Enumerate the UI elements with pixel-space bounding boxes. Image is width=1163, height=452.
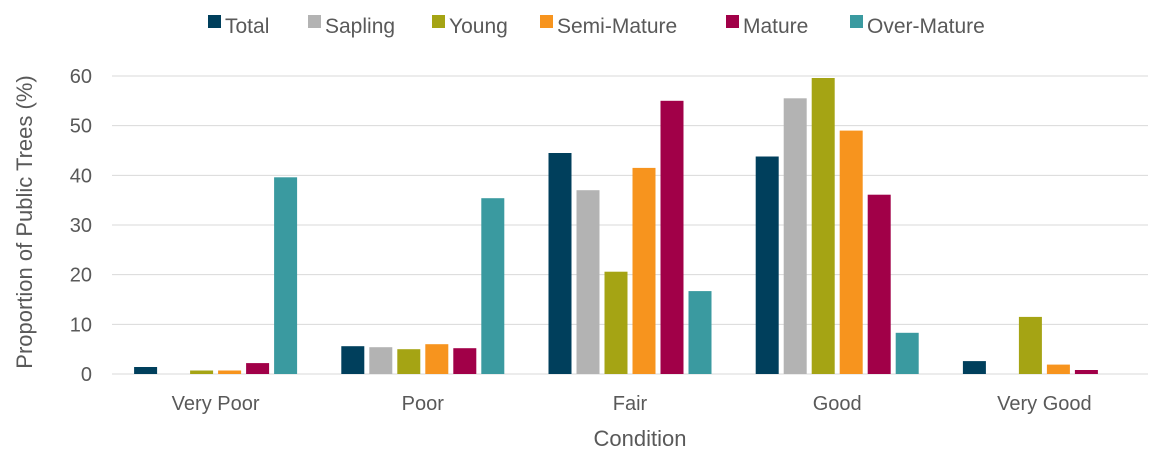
y-tick-label: 20 [70, 265, 92, 287]
legend-swatch [540, 15, 553, 28]
gridlines [112, 75, 1148, 375]
bar-mature-very-good [1074, 370, 1098, 374]
legend-label: Young [449, 15, 508, 38]
bars [134, 78, 1098, 375]
bar-young-very-good [1018, 316, 1042, 374]
bar-total-fair [548, 153, 572, 374]
bar-young-good [811, 78, 835, 374]
legend-swatch [726, 15, 739, 28]
bar-young-fair [604, 271, 628, 374]
bar-young-very-poor [190, 370, 214, 374]
bar-sapling-fair [576, 190, 600, 374]
bar-total-poor [341, 346, 365, 374]
y-tick-label: 30 [70, 215, 92, 237]
bar-semi-mature-good [839, 130, 863, 374]
bar-over-mature-poor [481, 198, 505, 374]
x-axis-title: Condition [594, 426, 687, 451]
bar-semi-mature-very-poor [218, 370, 242, 374]
x-axis-categories: Very Poor Poor Fair Good Very Good [172, 393, 1092, 415]
bar-total-good [755, 156, 779, 374]
bar-semi-mature-very-good [1046, 364, 1070, 374]
legend-swatch [432, 15, 445, 28]
legend-label: Mature [743, 15, 808, 38]
x-category-label: Good [813, 393, 862, 415]
bar-mature-very-poor [246, 363, 270, 374]
bar-total-very-poor [134, 367, 158, 374]
x-category-label: Very Good [997, 393, 1092, 415]
legend-label: Sapling [325, 15, 395, 38]
y-tick-label: 40 [70, 165, 92, 187]
y-axis-title: Proportion of Public Trees (%) [12, 75, 37, 368]
y-tick-label: 10 [70, 314, 92, 336]
bar-sapling-poor [369, 347, 393, 374]
bar-sapling-good [783, 98, 807, 375]
legend-swatch [208, 15, 221, 28]
legend: Total Sapling Young Semi-Mature Mature Over-M… [208, 15, 985, 38]
legend-label: Semi-Mature [557, 15, 677, 38]
bar-young-poor [397, 349, 421, 374]
x-category-label: Fair [613, 393, 648, 415]
bar-mature-fair [660, 100, 684, 375]
y-tick-label: 0 [81, 364, 92, 386]
x-category-label: Poor [402, 393, 445, 415]
bar-mature-good [867, 194, 891, 374]
bar-over-mature-good [895, 332, 919, 374]
y-axis-ticks: 0 10 20 30 40 50 60 [70, 66, 92, 386]
bar-mature-poor [453, 348, 477, 374]
bar-over-mature-fair [688, 291, 712, 374]
y-tick-label: 50 [70, 116, 92, 138]
y-tick-label: 60 [70, 66, 92, 88]
x-category-label: Very Poor [172, 393, 260, 415]
bar-semi-mature-poor [425, 344, 449, 374]
legend-swatch [850, 15, 863, 28]
legend-swatch [308, 15, 321, 28]
bar-over-mature-very-poor [274, 177, 298, 374]
legend-label: Over-Mature [867, 15, 985, 38]
bar-total-very-good [962, 361, 986, 374]
legend-label: Total [225, 15, 269, 38]
bar-semi-mature-fair [632, 167, 656, 374]
